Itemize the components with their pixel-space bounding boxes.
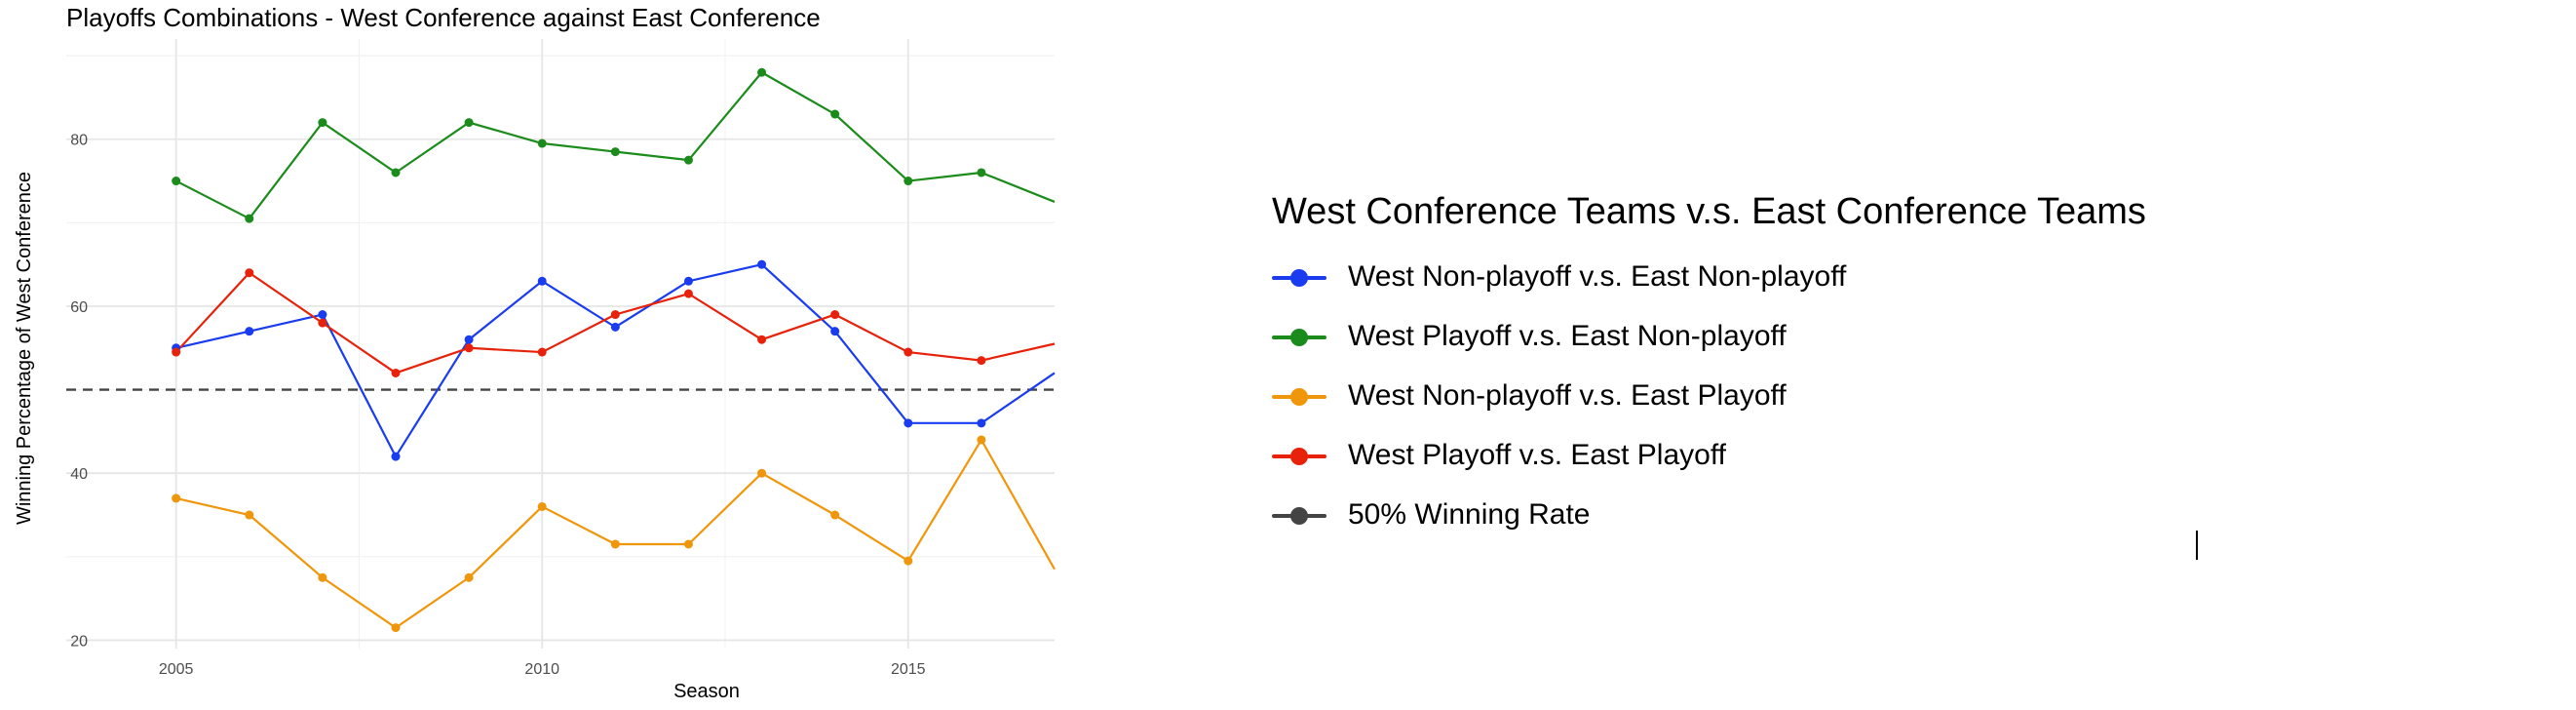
legend-label: West Non-playoff v.s. East Playoff	[1348, 378, 1787, 412]
data-point-series-3	[172, 493, 181, 503]
data-point-series-4	[245, 268, 254, 278]
data-point-series-4	[610, 310, 620, 320]
legend-key-icon	[1272, 265, 1326, 289]
legend: West Conference Teams v.s. East Conferen…	[1272, 191, 2146, 544]
data-point-series-2	[757, 67, 767, 77]
legend-item-5: 50% Winning Rate	[1272, 485, 2146, 544]
y-tick-label: 60	[70, 299, 88, 316]
legend-item-4: West Playoff v.s. East Playoff	[1272, 425, 2146, 485]
data-point-series-1	[318, 310, 327, 320]
legend-key-icon	[1272, 503, 1326, 527]
data-point-series-2	[464, 118, 474, 128]
grid-lines	[66, 39, 1055, 649]
data-point-series-4	[904, 347, 913, 357]
data-point-series-1	[904, 418, 913, 428]
data-point-series-4	[172, 347, 181, 357]
line-chart: Playoffs Combinations - West Conference …	[14, 3, 1056, 702]
series-points	[172, 67, 986, 633]
data-point-series-2	[683, 155, 693, 165]
data-point-series-4	[977, 356, 986, 366]
data-point-series-3	[537, 501, 547, 511]
data-point-series-1	[683, 276, 693, 286]
data-point-series-2	[610, 147, 620, 157]
legend-label: 50% Winning Rate	[1348, 497, 1591, 531]
data-point-series-4	[757, 335, 767, 344]
data-point-series-2	[391, 168, 401, 178]
legend-items: West Non-playoff v.s. East Non-playoff We…	[1272, 247, 2146, 544]
data-point-series-2	[318, 118, 327, 128]
data-point-series-4	[391, 368, 401, 377]
legend-title: West Conference Teams v.s. East Conferen…	[1272, 191, 2146, 232]
data-point-series-4	[830, 310, 840, 320]
legend-key-icon	[1272, 325, 1326, 348]
data-point-series-3	[683, 539, 693, 549]
data-point-series-3	[904, 556, 913, 566]
y-tick-label: 20	[70, 633, 88, 650]
legend-key-icon	[1272, 384, 1326, 408]
legend-item-2: West Playoff v.s. East Non-playoff	[1272, 306, 2146, 366]
series-line-2	[175, 71, 1056, 220]
x-axis-title: Season	[673, 681, 740, 702]
data-point-series-1	[830, 327, 840, 336]
data-point-series-3	[318, 572, 327, 582]
x-tick-label: 2015	[891, 661, 926, 678]
x-axis-ticks: 2005 2010 2015	[159, 661, 926, 678]
data-point-series-2	[977, 168, 986, 178]
chart-title: Playoffs Combinations - West Conference …	[66, 3, 821, 32]
y-axis-ticks: 20 40 60 80	[70, 133, 88, 651]
legend-item-3: West Non-playoff v.s. East Playoff	[1272, 366, 2146, 425]
legend-item-1: West Non-playoff v.s. East Non-playoff	[1272, 247, 2146, 306]
data-point-series-2	[904, 177, 913, 186]
text-cursor	[2196, 531, 2198, 560]
data-point-series-4	[318, 318, 327, 328]
data-point-series-3	[245, 510, 254, 520]
x-tick-label: 2005	[159, 661, 194, 678]
series-line-1	[175, 263, 1056, 458]
series-line-3	[175, 438, 1056, 629]
data-point-series-4	[537, 347, 547, 357]
data-point-series-3	[391, 623, 401, 633]
data-point-series-3	[830, 510, 840, 520]
data-point-series-3	[757, 468, 767, 478]
y-tick-label: 80	[70, 133, 88, 149]
data-point-series-3	[610, 539, 620, 549]
data-point-series-1	[464, 335, 474, 344]
legend-label: West Playoff v.s. East Non-playoff	[1348, 319, 1787, 352]
data-point-series-3	[977, 435, 986, 445]
legend-label: West Non-playoff v.s. East Non-playoff	[1348, 259, 1847, 293]
data-point-series-3	[464, 572, 474, 582]
data-point-series-2	[172, 177, 181, 186]
data-point-series-1	[391, 452, 401, 461]
data-point-series-2	[830, 109, 840, 119]
data-point-series-1	[245, 327, 254, 336]
data-point-series-1	[757, 259, 767, 269]
data-point-series-4	[464, 343, 474, 353]
data-point-series-1	[537, 276, 547, 286]
data-point-series-4	[683, 289, 693, 298]
data-point-series-2	[537, 138, 547, 148]
legend-label: West Playoff v.s. East Playoff	[1348, 438, 1726, 471]
data-point-series-2	[245, 214, 254, 223]
x-tick-label: 2010	[524, 661, 559, 678]
y-tick-label: 40	[70, 466, 88, 483]
data-point-series-1	[610, 322, 620, 332]
data-point-series-1	[977, 418, 986, 428]
y-axis-title: Winning Percentage of West Conference	[14, 172, 35, 525]
legend-key-icon	[1272, 444, 1326, 467]
